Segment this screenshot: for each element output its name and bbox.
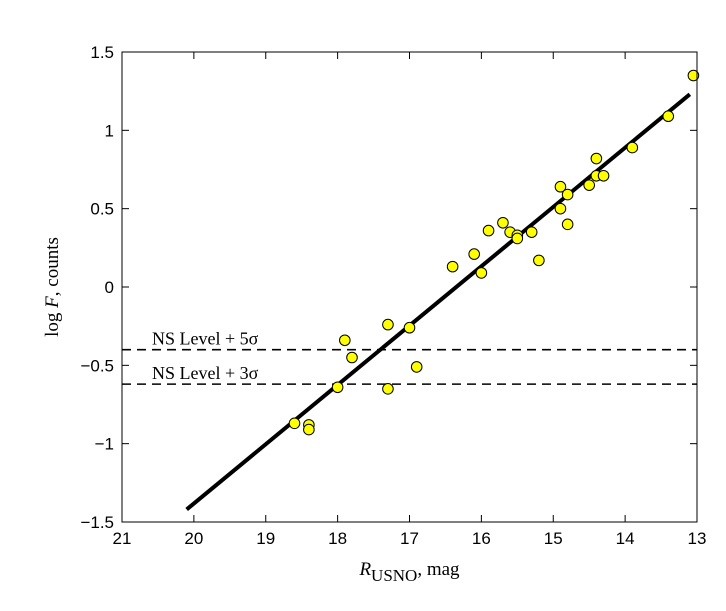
data-point bbox=[446, 260, 459, 273]
y-tick-label: −1.5 bbox=[80, 513, 114, 532]
x-tick-label: 14 bbox=[616, 529, 635, 548]
x-axis-label-unit: , mag bbox=[417, 559, 460, 580]
data-point bbox=[339, 334, 351, 347]
x-tick-label: 17 bbox=[400, 529, 419, 548]
axes-frame-layer bbox=[121, 51, 698, 523]
x-axis-label-subscript: USNO bbox=[371, 566, 417, 585]
data-point bbox=[468, 248, 480, 260]
data-point bbox=[590, 152, 603, 165]
plot-frame bbox=[121, 51, 698, 523]
data-point bbox=[561, 218, 574, 231]
x-tick-label: 16 bbox=[472, 529, 491, 548]
data-point bbox=[346, 351, 358, 364]
data-point bbox=[525, 226, 538, 238]
y-axis-label: log F, counts bbox=[42, 237, 63, 337]
x-axis-label: RUSNO, mag bbox=[358, 559, 460, 585]
y-axis-label-prefix: log bbox=[42, 308, 63, 337]
x-axis-label-symbol: R bbox=[358, 559, 371, 580]
data-point bbox=[597, 169, 610, 182]
data-point bbox=[382, 318, 394, 331]
reference-line-label: NS Level + 5σ bbox=[152, 329, 259, 349]
data-point bbox=[533, 254, 545, 267]
y-tick-label: −1 bbox=[95, 435, 114, 454]
data-point bbox=[497, 216, 509, 229]
labels-layer: NS Level + 5σ NS Level + 3σ 21 20 19 18 17 16 15… bbox=[42, 43, 706, 585]
data-point bbox=[626, 141, 639, 154]
data-point bbox=[561, 188, 574, 201]
data-point bbox=[662, 110, 675, 123]
x-tick-label: 15 bbox=[544, 529, 563, 548]
data-point bbox=[687, 69, 700, 82]
data-point bbox=[303, 423, 315, 436]
data-point bbox=[583, 179, 595, 191]
x-tick-label: 19 bbox=[256, 529, 275, 548]
data-point bbox=[403, 321, 416, 334]
fit-line bbox=[185, 92, 692, 512]
y-tick-label: 0.5 bbox=[90, 200, 114, 219]
reference-line-label: NS Level + 3σ bbox=[152, 363, 259, 383]
data-point bbox=[554, 180, 567, 193]
data-point bbox=[554, 202, 567, 215]
x-tick-label: 13 bbox=[688, 529, 707, 548]
data-point bbox=[511, 232, 524, 245]
x-tick-label: 21 bbox=[113, 529, 132, 548]
data-point bbox=[482, 224, 495, 237]
data-point bbox=[410, 361, 423, 373]
ticks-layer bbox=[121, 51, 698, 523]
fit-line-layer bbox=[185, 92, 692, 512]
x-tick-label: 18 bbox=[328, 529, 347, 548]
x-tick-label: 20 bbox=[184, 529, 203, 548]
data-point bbox=[331, 381, 344, 394]
y-axis-label-symbol: F bbox=[42, 296, 63, 309]
y-tick-label: 0 bbox=[105, 278, 114, 297]
data-point bbox=[382, 383, 394, 395]
data-point bbox=[288, 417, 301, 430]
reference-lines-layer bbox=[122, 348, 697, 385]
y-tick-label: 1 bbox=[105, 121, 114, 140]
data-points-layer bbox=[288, 69, 700, 436]
y-axis-label-unit: , counts bbox=[42, 237, 63, 296]
data-point bbox=[475, 267, 488, 279]
y-tick-label: 1.5 bbox=[90, 43, 114, 62]
y-tick-label: −0.5 bbox=[80, 356, 114, 375]
